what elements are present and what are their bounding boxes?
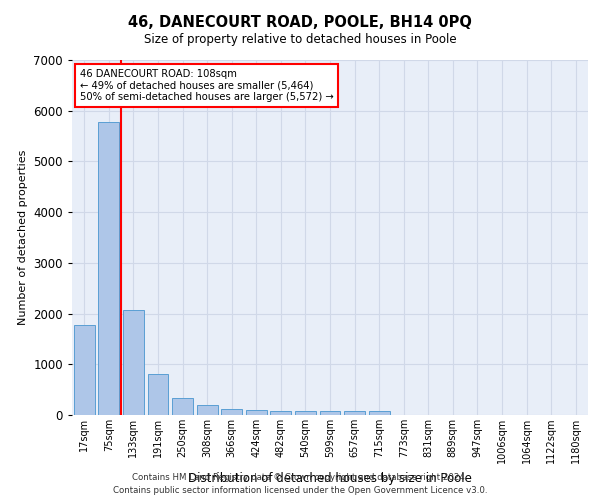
Bar xyxy=(197,405,218,415)
Bar xyxy=(123,310,144,415)
Bar xyxy=(172,398,193,415)
Bar xyxy=(221,409,242,415)
Bar xyxy=(148,374,169,415)
Bar xyxy=(98,122,119,415)
Bar xyxy=(368,411,389,415)
Y-axis label: Number of detached properties: Number of detached properties xyxy=(18,150,28,325)
Text: 46 DANECOURT ROAD: 108sqm
← 49% of detached houses are smaller (5,464)
50% of se: 46 DANECOURT ROAD: 108sqm ← 49% of detac… xyxy=(80,69,334,102)
X-axis label: Distribution of detached houses by size in Poole: Distribution of detached houses by size … xyxy=(188,472,472,484)
Bar xyxy=(295,411,316,415)
Text: 46, DANECOURT ROAD, POOLE, BH14 0PQ: 46, DANECOURT ROAD, POOLE, BH14 0PQ xyxy=(128,15,472,30)
Bar xyxy=(271,410,292,415)
Text: Contains public sector information licensed under the Open Government Licence v3: Contains public sector information licen… xyxy=(113,486,487,495)
Text: Contains HM Land Registry data © Crown copyright and database right 2024.: Contains HM Land Registry data © Crown c… xyxy=(132,472,468,482)
Bar xyxy=(344,411,365,415)
Bar xyxy=(246,410,267,415)
Bar xyxy=(74,324,95,415)
Text: Size of property relative to detached houses in Poole: Size of property relative to detached ho… xyxy=(143,32,457,46)
Bar xyxy=(320,411,340,415)
